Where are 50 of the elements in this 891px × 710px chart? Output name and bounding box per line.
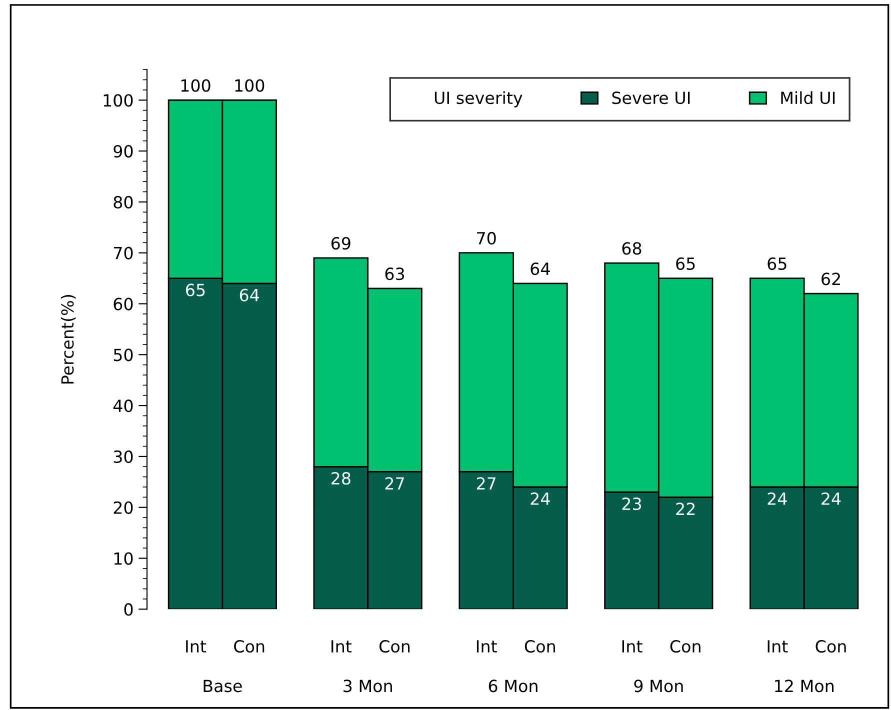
data-label: 24 bbox=[768, 492, 787, 505]
data-label: 65 bbox=[186, 284, 205, 296]
x-tick-label: Con bbox=[234, 640, 264, 653]
legend-label: Mild UI bbox=[781, 91, 835, 104]
total-label: 100 bbox=[235, 79, 264, 92]
y-tick-label: 20 bbox=[114, 501, 133, 514]
y-tick-label: 100 bbox=[104, 94, 133, 107]
data-label: 24 bbox=[822, 492, 841, 505]
x-tick-label: Int bbox=[622, 640, 642, 652]
total-label: 65 bbox=[676, 257, 695, 270]
total-label: 69 bbox=[331, 237, 350, 250]
y-axis-title: Percent(%) bbox=[60, 295, 76, 384]
y-tick-label: 60 bbox=[114, 298, 133, 310]
text: 6 Mon bbox=[488, 680, 538, 692]
x-tick-label: Con bbox=[816, 640, 846, 653]
data-label: 27 bbox=[476, 477, 496, 490]
total-label: 63 bbox=[385, 268, 404, 280]
total-label: 64 bbox=[530, 262, 550, 276]
x-tick-label: Int bbox=[186, 640, 206, 652]
x-tick-label: Con bbox=[380, 640, 410, 653]
x-tick-label: Con bbox=[670, 640, 700, 653]
x-tick-label: Con bbox=[524, 640, 555, 653]
total-label: 68 bbox=[622, 242, 642, 255]
text: 3 Mon bbox=[344, 680, 392, 692]
total-label: 65 bbox=[768, 257, 786, 270]
total-label: 70 bbox=[477, 232, 496, 245]
y-tick-label: 50 bbox=[114, 348, 133, 362]
y-tick-label: 40 bbox=[113, 400, 133, 412]
data-label: 24 bbox=[530, 492, 550, 505]
text: Base bbox=[204, 680, 242, 692]
x-tick-label: Int bbox=[332, 640, 352, 652]
y-tick-label: 0 bbox=[124, 603, 133, 616]
data-label: 22 bbox=[676, 502, 695, 515]
y-tick-label: 90 bbox=[114, 144, 133, 158]
total-label: 62 bbox=[822, 272, 840, 286]
y-tick-label: 80 bbox=[114, 196, 133, 209]
legend-label: Severe UI bbox=[612, 92, 690, 104]
total-label: 100 bbox=[181, 79, 210, 92]
data-label: 27 bbox=[385, 477, 404, 490]
data-label: 23 bbox=[622, 497, 642, 510]
text: 9 Mon bbox=[634, 680, 683, 692]
data-label: 28 bbox=[332, 472, 350, 485]
y-tick-label: 70 bbox=[114, 246, 133, 260]
text: 12 Mon bbox=[775, 680, 834, 692]
x-tick-label: Int bbox=[476, 640, 497, 652]
data-label: 64 bbox=[240, 288, 260, 302]
y-tick-label: 30 bbox=[114, 450, 133, 464]
legend-title: UI severity bbox=[434, 91, 522, 108]
x-tick-label: Int bbox=[768, 640, 788, 652]
y-tick-label: 10 bbox=[114, 552, 133, 565]
